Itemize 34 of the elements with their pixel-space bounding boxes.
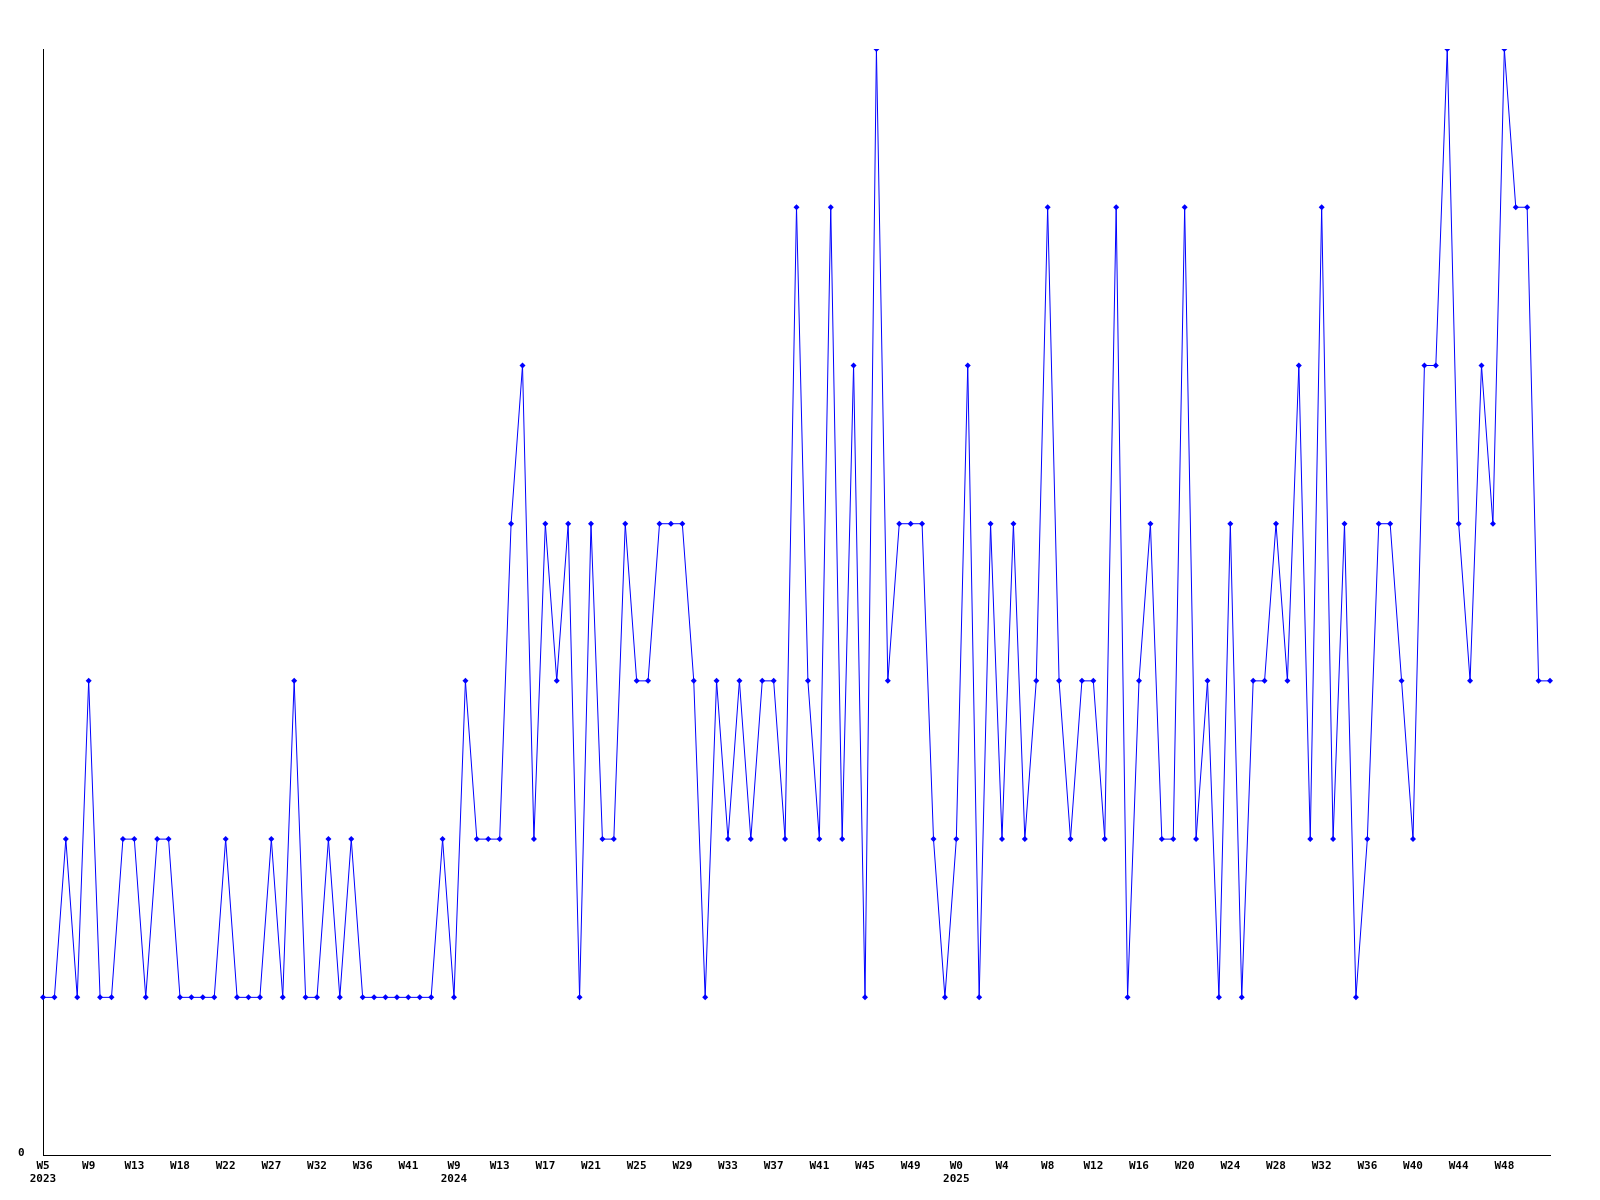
x-tick-label: W32	[307, 1159, 327, 1173]
x-tick-label: W5 2023	[29, 1159, 57, 1186]
x-tick-label: W4	[995, 1159, 1009, 1173]
x-tick-label: W48	[1494, 1159, 1515, 1173]
x-tick-label: W37	[763, 1159, 784, 1173]
x-tick-label: W40	[1403, 1159, 1423, 1173]
x-tick-label: W17	[535, 1159, 556, 1173]
text: 0	[18, 1146, 25, 1160]
x-tick-label: W9	[82, 1159, 96, 1173]
x-tick-label: W12	[1083, 1159, 1104, 1173]
x-tick-label: W0 2025	[943, 1159, 970, 1186]
x-tick-label: W49	[900, 1159, 921, 1173]
x-tick-label: W9 2024	[440, 1159, 468, 1186]
x-tick-label: W41	[809, 1159, 830, 1173]
x-tick-label: W21	[581, 1159, 602, 1173]
x-tick-label: W13	[489, 1159, 510, 1173]
x-tick-label: W28	[1266, 1159, 1286, 1173]
x-tick-label: W25	[626, 1159, 647, 1173]
x-tick-label: W36	[1357, 1159, 1378, 1173]
x-tick-label: W16	[1129, 1159, 1150, 1173]
x-tick-label: W18	[170, 1159, 190, 1173]
x-tick-label: W29	[672, 1159, 693, 1173]
x-tick-label: W33	[718, 1159, 738, 1173]
x-tick-label: W13	[124, 1159, 145, 1173]
x-tick-label: W32	[1311, 1159, 1332, 1173]
x-tick-label: W44	[1448, 1159, 1469, 1173]
x-tick-label: W27	[261, 1159, 282, 1173]
x-tick-label: W24	[1220, 1159, 1241, 1173]
x-tick-label: W41	[398, 1159, 419, 1173]
x-tick-label: W45	[855, 1159, 875, 1173]
x-tick-label: W22	[215, 1159, 236, 1173]
x-tick-label: W36	[352, 1159, 373, 1173]
x-tick-label: W8	[1041, 1159, 1055, 1173]
x-tick-label: W20	[1174, 1159, 1195, 1173]
